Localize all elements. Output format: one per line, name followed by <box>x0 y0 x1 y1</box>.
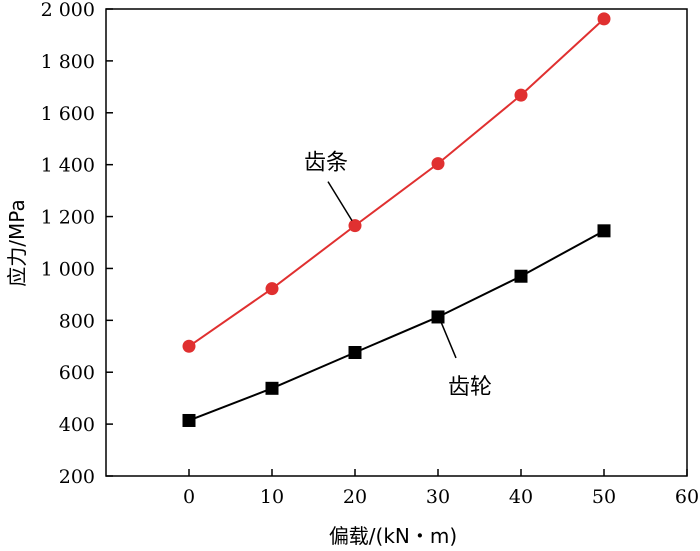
data-point <box>431 157 445 171</box>
data-point <box>182 339 196 353</box>
x-tick-label: 50 <box>592 486 616 508</box>
y-tick-label: 1 400 <box>41 155 95 177</box>
plot-frame <box>105 8 688 477</box>
y-axis-title: 应力/MPa <box>5 199 29 286</box>
data-point <box>597 12 611 26</box>
x-tick-label: 10 <box>260 486 284 508</box>
series-1 <box>182 12 611 353</box>
x-axis-title: 偏载/(kN・m) <box>329 524 457 548</box>
axes <box>105 8 688 477</box>
y-tick-label: 800 <box>59 310 95 332</box>
data-point <box>265 282 279 296</box>
data-point <box>348 219 362 233</box>
y-tick-label: 1 800 <box>41 51 95 73</box>
data-point <box>348 346 362 360</box>
y-tick-label: 600 <box>59 362 95 384</box>
x-tick-label: 20 <box>343 486 367 508</box>
y-tick-label: 1 000 <box>41 258 95 280</box>
series-line <box>188 18 605 348</box>
y-tick-label: 1 200 <box>41 207 95 229</box>
y-tick-label: 200 <box>59 466 95 488</box>
data-point <box>514 269 528 283</box>
data-point <box>182 413 196 427</box>
annotation-leader-line <box>440 321 457 359</box>
y-axis-ticks: 200 400 600 800 1 000 1 200 1 400 1 600 1 800 2 0… <box>41 0 113 488</box>
x-tick-label: 60 <box>675 486 699 508</box>
x-tick-label: 0 <box>183 486 195 508</box>
x-axis-ticks: 0 10 20 30 40 50 60 <box>183 469 699 508</box>
x-tick-label: 30 <box>426 486 450 508</box>
y-tick-label: 1 600 <box>41 103 95 125</box>
x-tick-label: 40 <box>509 486 533 508</box>
series-line <box>188 229 605 422</box>
series-2 <box>182 224 611 427</box>
data-point <box>265 381 279 395</box>
series-annotation-label: 齿条 <box>304 151 348 176</box>
y-tick-label: 400 <box>59 414 95 436</box>
y-tick-label: 2 000 <box>41 0 95 21</box>
series-layer <box>182 12 611 427</box>
annotation-leader-line <box>327 181 353 222</box>
series-annotation-label: 齿轮 <box>448 375 492 400</box>
data-point <box>431 310 445 324</box>
data-point <box>597 224 611 238</box>
data-point <box>514 88 528 102</box>
